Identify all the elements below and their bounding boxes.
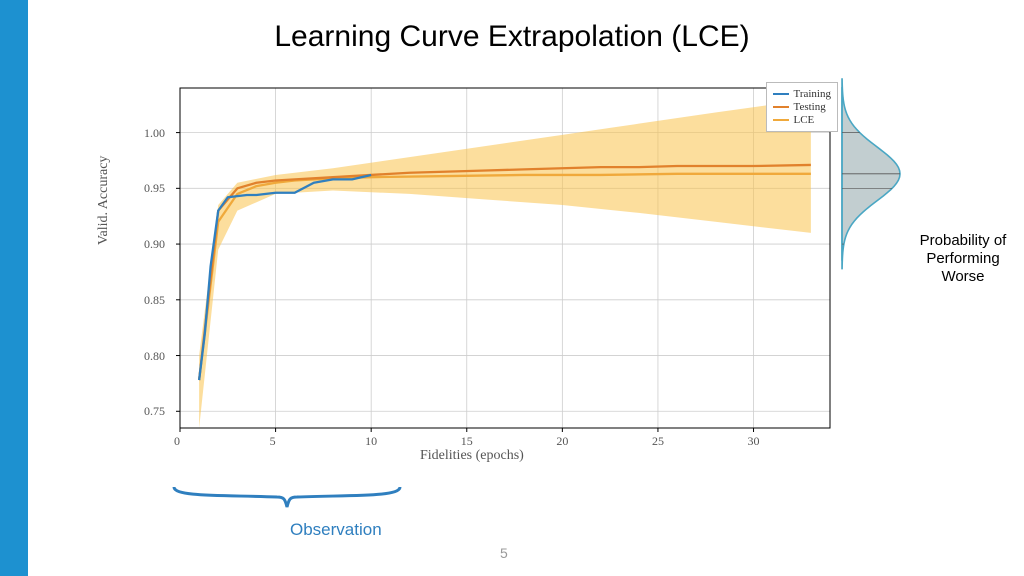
x-axis-label: Fidelities (epochs) xyxy=(420,448,524,464)
legend: TrainingTestingLCE xyxy=(766,82,839,132)
x-tick: 5 xyxy=(270,434,276,449)
legend-item: LCE xyxy=(773,114,832,126)
y-tick: 1.00 xyxy=(144,126,165,141)
y-tick: 0.95 xyxy=(144,181,165,196)
y-tick: 0.75 xyxy=(144,404,165,419)
lce-chart: TrainingTestingLCE xyxy=(140,78,840,438)
x-tick: 25 xyxy=(652,434,664,449)
legend-label: Testing xyxy=(794,101,826,113)
legend-label: LCE xyxy=(794,114,815,126)
legend-item: Training xyxy=(773,88,832,100)
observation-brace xyxy=(172,485,402,513)
x-tick: 0 xyxy=(174,434,180,449)
y-tick: 0.80 xyxy=(144,349,165,364)
x-tick: 30 xyxy=(748,434,760,449)
annotation-observation: Observation xyxy=(290,520,382,540)
x-tick: 10 xyxy=(365,434,377,449)
y-tick: 0.85 xyxy=(144,293,165,308)
legend-swatch xyxy=(773,119,789,121)
legend-label: Training xyxy=(794,88,832,100)
x-tick: 20 xyxy=(556,434,568,449)
slide-title: Learning Curve Extrapolation (LCE) xyxy=(0,20,1024,54)
y-tick: 0.90 xyxy=(144,237,165,252)
legend-item: Testing xyxy=(773,101,832,113)
y-axis-label: Valid. Accuracy xyxy=(96,156,112,245)
annotation-probability: Probability of Performing Worse xyxy=(908,232,1018,286)
legend-swatch xyxy=(773,106,789,108)
page-number: 5 xyxy=(500,545,508,561)
x-tick: 15 xyxy=(461,434,473,449)
chart-svg xyxy=(140,78,840,438)
legend-swatch xyxy=(773,93,789,95)
slide-accent-bar xyxy=(0,0,28,576)
